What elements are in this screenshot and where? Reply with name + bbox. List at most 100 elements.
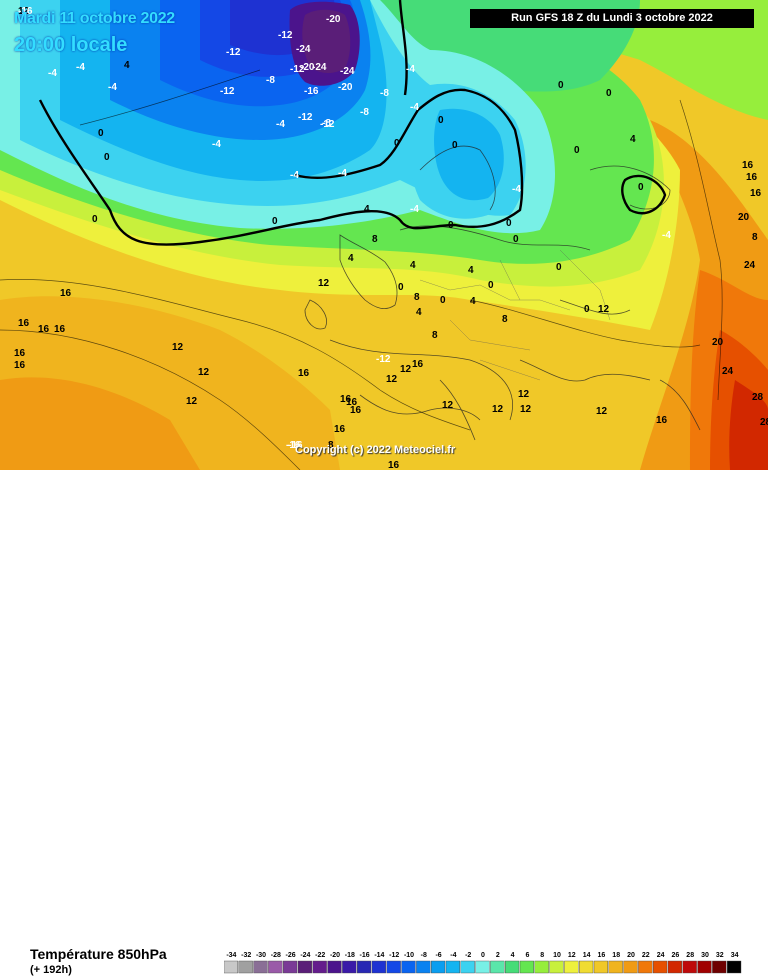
legend-swatch	[253, 960, 268, 974]
temperature-value-label: 0	[556, 262, 562, 273]
temperature-value-label: 16	[656, 415, 668, 426]
lead-time: (+ 192h)	[30, 964, 72, 976]
temperature-value-label: 0	[558, 80, 564, 91]
forecast-local-time: 20:00 locale	[14, 34, 128, 56]
temperature-value-label: 28	[760, 417, 768, 428]
legend-tick-label: -16	[360, 952, 370, 959]
temperature-value-label: 0	[638, 182, 644, 193]
legend-swatches	[224, 960, 742, 974]
temperature-value-label: 0	[272, 216, 278, 227]
temperature-value-label: 16	[14, 360, 26, 371]
legend-tick-label: 10	[553, 952, 561, 959]
temperature-value-label: 16	[750, 188, 762, 199]
legend-swatch	[623, 960, 638, 974]
temperature-value-label: 8	[328, 440, 334, 451]
temperature-value-label: -4	[48, 68, 57, 79]
temperature-value-label: -16	[304, 86, 319, 97]
legend-tick-label: 32	[716, 952, 724, 959]
temperature-value-label: 16	[54, 324, 66, 335]
temperature-value-label: 12	[520, 404, 532, 415]
temperature-value-label: 0	[394, 138, 400, 149]
legend-swatch	[727, 960, 742, 974]
temperature-value-label: 0	[448, 220, 454, 231]
legend-swatch	[519, 960, 535, 974]
legend-swatch	[445, 960, 461, 974]
legend-tick-label: -4	[450, 952, 456, 959]
temperature-value-label: -4	[290, 170, 299, 181]
temperature-value-label: 16	[14, 348, 26, 359]
legend-tick-label: 8	[540, 952, 544, 959]
legend-swatch	[505, 960, 520, 974]
temperature-value-label: 12	[492, 404, 504, 415]
temperature-value-label: 0	[438, 115, 444, 126]
temperature-value-label: 16	[60, 288, 72, 299]
temperature-value-label: 0	[506, 218, 512, 229]
legend-tick-label: 26	[672, 952, 680, 959]
temperature-value-label: -12	[320, 119, 335, 130]
temperature-value-label: -16	[18, 6, 33, 17]
legend-tick-label: 6	[525, 952, 529, 959]
legend-tick-label: -18	[345, 952, 355, 959]
legend-tick-label: -34	[226, 952, 236, 959]
temperature-value-label: 8	[432, 330, 438, 341]
legend-swatch	[534, 960, 549, 974]
legend-swatch	[549, 960, 564, 974]
scandinavia-sky-pocket	[434, 108, 504, 201]
legend-swatch	[224, 960, 239, 974]
legend-tick-label: -12	[389, 952, 399, 959]
legend-tick-label: -22	[315, 952, 325, 959]
temperature-value-label: 12	[598, 304, 610, 315]
legend-swatch	[490, 960, 505, 974]
temperature-value-label: 12	[596, 406, 608, 417]
legend-swatch	[682, 960, 697, 974]
temperature-value-label: -4	[276, 119, 285, 130]
coastlines	[304, 145, 701, 441]
temperature-value-label: 8	[372, 234, 378, 245]
legend-swatch	[342, 960, 357, 974]
legend-tick-label: 20	[627, 952, 635, 959]
legend-tick-label: 4	[511, 952, 515, 959]
purple-core-inner	[302, 9, 351, 74]
legend-tick-label: 22	[642, 952, 650, 959]
temperature-value-label: -4	[512, 184, 521, 195]
legend-labels: -34 -32 -30 -28 -26 -24 -22 -20 -18 -16 -14 -12 -10-…	[226, 952, 738, 959]
temperature-value-label: 16	[350, 405, 362, 416]
temperature-value-label: 4	[470, 296, 476, 307]
legend-tick-label: -2	[465, 952, 471, 959]
temperature-value-label: 0	[398, 282, 404, 293]
temperature-value-label: 16	[412, 359, 424, 370]
forecast-date: Mardi 11 octobre 2022	[14, 10, 175, 27]
legend-swatch	[697, 960, 712, 974]
temperature-value-label: 20	[738, 212, 750, 223]
temperature-value-label: 0	[98, 128, 104, 139]
temperature-value-label: -4	[338, 168, 347, 179]
temperature-value-label: -12	[376, 354, 391, 365]
zero-degree-isotherm-east	[621, 174, 667, 215]
temperature-value-label: 16	[346, 397, 358, 408]
legend-tick-label: -8	[421, 952, 427, 959]
temperature-value-label: -8	[322, 118, 331, 129]
legend-swatch	[312, 960, 327, 974]
legend-tick-label: -26	[286, 952, 296, 959]
temperature-value-label: 8	[414, 292, 420, 303]
temperature-value-label: 16	[334, 424, 346, 435]
legend-tick-label: 24	[657, 952, 665, 959]
legend-tick-label: -20	[330, 952, 340, 959]
legend-tick-label: 34	[731, 952, 739, 959]
legend-tick-label: -24	[300, 952, 310, 959]
temperature-value-label: 4	[630, 134, 636, 145]
temperature-value-label: 8	[752, 232, 758, 243]
temperature-value-label: -16	[286, 440, 301, 451]
temperature-value-label: 12	[518, 389, 530, 400]
temperature-value-label: -12	[290, 64, 305, 75]
temperature-value-label: -4	[76, 62, 85, 73]
orange-region-southwest-2	[0, 377, 200, 470]
legend-tick-label: 14	[583, 952, 591, 959]
legend-swatch	[593, 960, 609, 974]
temperature-value-label: -16	[288, 440, 303, 451]
temperature-value-label: 0	[513, 234, 519, 245]
legend-tick-label: 30	[701, 952, 709, 959]
temperature-map: 12 -4 4 -4 -4 -12 -12 -12 -24 -20 -24 -20 -24 -16 -12-…	[0, 0, 768, 470]
legend-tick-label: 2	[496, 952, 500, 959]
legend-tick-label: -32	[241, 952, 251, 959]
